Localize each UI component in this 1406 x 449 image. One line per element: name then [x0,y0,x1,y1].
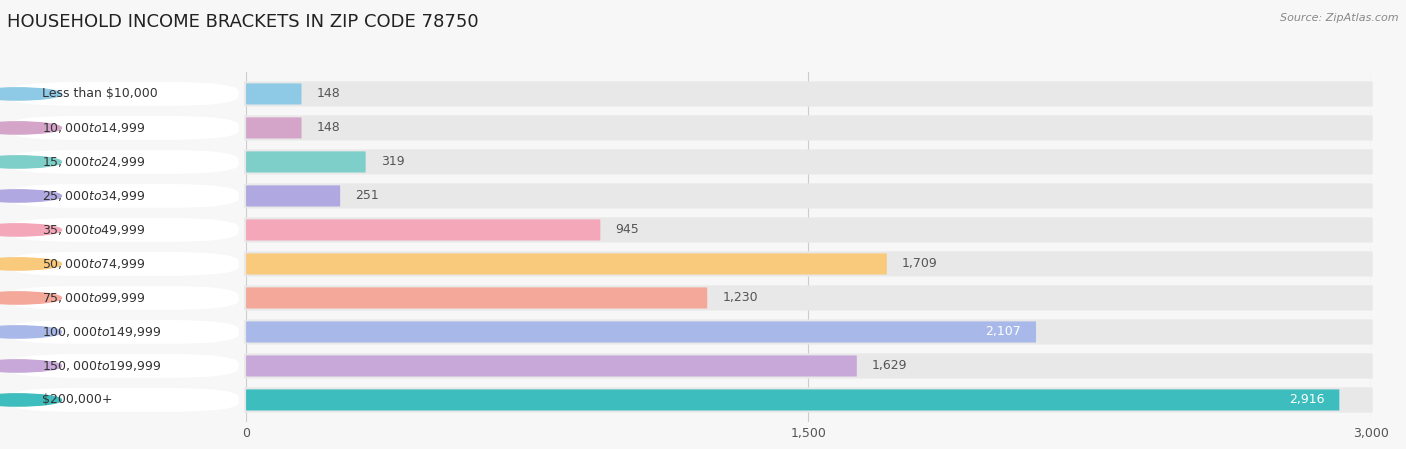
FancyBboxPatch shape [7,252,239,276]
Text: $200,000+: $200,000+ [42,393,112,406]
Text: 148: 148 [316,121,340,134]
Text: 251: 251 [356,189,378,202]
Text: $75,000 to $99,999: $75,000 to $99,999 [42,291,145,305]
Circle shape [0,292,62,304]
Text: $35,000 to $49,999: $35,000 to $49,999 [42,223,145,237]
FancyBboxPatch shape [246,321,1036,343]
Text: $10,000 to $14,999: $10,000 to $14,999 [42,121,145,135]
FancyBboxPatch shape [245,387,1372,413]
FancyBboxPatch shape [7,354,239,378]
FancyBboxPatch shape [246,151,366,172]
FancyBboxPatch shape [7,184,239,208]
FancyBboxPatch shape [245,286,1372,311]
FancyBboxPatch shape [245,353,1372,379]
Text: 945: 945 [616,224,640,237]
Text: 1,230: 1,230 [723,291,758,304]
Circle shape [0,258,62,270]
Text: $100,000 to $149,999: $100,000 to $149,999 [42,325,162,339]
Circle shape [0,88,62,100]
FancyBboxPatch shape [7,218,239,242]
FancyBboxPatch shape [7,320,239,344]
FancyBboxPatch shape [245,251,1372,277]
FancyBboxPatch shape [7,286,239,310]
FancyBboxPatch shape [246,356,856,377]
Text: Source: ZipAtlas.com: Source: ZipAtlas.com [1281,13,1399,23]
FancyBboxPatch shape [245,81,1372,106]
Circle shape [0,190,62,202]
Text: 148: 148 [316,88,340,101]
Text: 1,629: 1,629 [872,360,907,373]
FancyBboxPatch shape [245,217,1372,242]
FancyBboxPatch shape [246,287,707,308]
Circle shape [0,156,62,168]
Text: 319: 319 [381,155,405,168]
FancyBboxPatch shape [246,84,301,105]
Text: 1,709: 1,709 [901,257,938,270]
Text: $15,000 to $24,999: $15,000 to $24,999 [42,155,145,169]
FancyBboxPatch shape [246,117,301,138]
FancyBboxPatch shape [245,183,1372,208]
Circle shape [0,122,62,134]
Circle shape [0,326,62,338]
FancyBboxPatch shape [7,388,239,412]
Text: $25,000 to $34,999: $25,000 to $34,999 [42,189,145,203]
FancyBboxPatch shape [246,185,340,207]
FancyBboxPatch shape [7,150,239,174]
FancyBboxPatch shape [245,115,1372,141]
FancyBboxPatch shape [7,82,239,106]
FancyBboxPatch shape [246,220,600,241]
Circle shape [0,394,62,406]
FancyBboxPatch shape [246,253,887,274]
Circle shape [0,224,62,236]
Text: $50,000 to $74,999: $50,000 to $74,999 [42,257,145,271]
Circle shape [0,360,62,372]
Text: Less than $10,000: Less than $10,000 [42,88,157,101]
Text: 2,107: 2,107 [986,326,1021,339]
Text: $150,000 to $199,999: $150,000 to $199,999 [42,359,162,373]
FancyBboxPatch shape [245,150,1372,175]
FancyBboxPatch shape [246,389,1340,410]
Text: HOUSEHOLD INCOME BRACKETS IN ZIP CODE 78750: HOUSEHOLD INCOME BRACKETS IN ZIP CODE 78… [7,13,478,31]
FancyBboxPatch shape [7,116,239,140]
FancyBboxPatch shape [245,319,1372,344]
Text: 2,916: 2,916 [1289,393,1324,406]
